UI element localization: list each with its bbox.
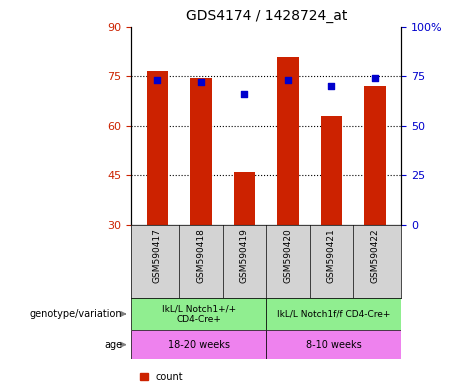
Bar <box>266 298 401 330</box>
Legend: count, percentile rank within the sample: count, percentile rank within the sample <box>136 368 325 384</box>
Bar <box>266 330 401 359</box>
Bar <box>147 71 168 225</box>
Point <box>197 79 205 85</box>
Text: IkL/L Notch1+/+
CD4-Cre+: IkL/L Notch1+/+ CD4-Cre+ <box>162 304 236 324</box>
Point <box>328 83 335 89</box>
Point <box>154 77 161 83</box>
Title: GDS4174 / 1428724_at: GDS4174 / 1428724_at <box>185 9 347 23</box>
Point <box>371 75 378 81</box>
Text: GSM590417: GSM590417 <box>153 228 162 283</box>
Text: age: age <box>104 339 122 350</box>
Text: GSM590419: GSM590419 <box>240 228 249 283</box>
Point <box>284 77 292 83</box>
Bar <box>277 56 299 225</box>
Bar <box>131 298 266 330</box>
Text: GSM590421: GSM590421 <box>327 228 336 283</box>
Text: GSM590420: GSM590420 <box>284 228 292 283</box>
Text: GSM590418: GSM590418 <box>196 228 206 283</box>
Text: 8-10 weeks: 8-10 weeks <box>306 339 361 350</box>
Text: GSM590422: GSM590422 <box>371 228 379 283</box>
Text: genotype/variation: genotype/variation <box>30 309 122 319</box>
Bar <box>320 116 343 225</box>
Bar <box>234 172 255 225</box>
Bar <box>131 330 266 359</box>
Bar <box>190 78 212 225</box>
Bar <box>364 86 386 225</box>
Text: IkL/L Notch1f/f CD4-Cre+: IkL/L Notch1f/f CD4-Cre+ <box>277 310 390 318</box>
Text: 18-20 weeks: 18-20 weeks <box>168 339 230 350</box>
Point <box>241 91 248 97</box>
